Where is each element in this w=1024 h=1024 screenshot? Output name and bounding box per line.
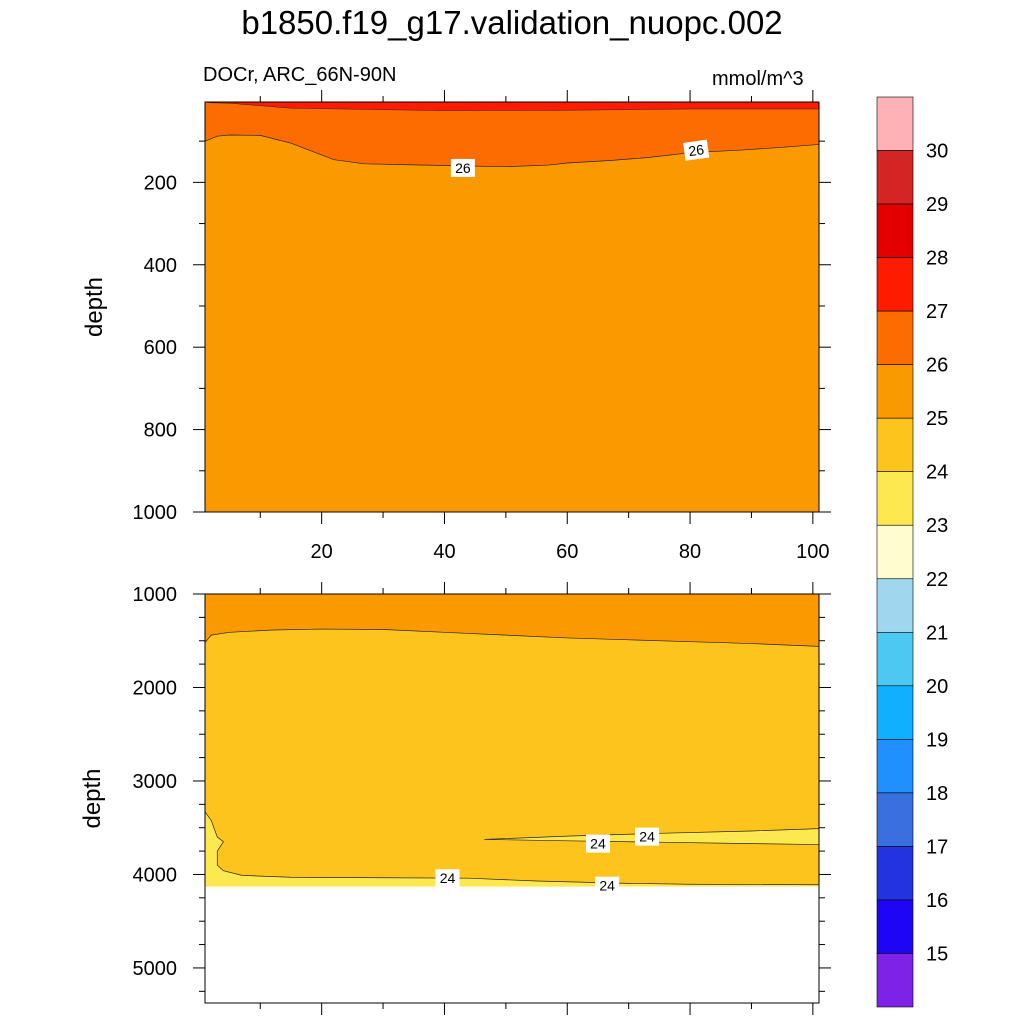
colorbar-label: 16 — [926, 890, 948, 912]
colorbar-label: 15 — [926, 943, 948, 965]
contour-label-text: 26 — [455, 160, 471, 176]
contour-label-box — [635, 827, 660, 846]
colorbar-label: 23 — [926, 515, 948, 537]
colorbar-swatch-c21 — [876, 578, 914, 633]
x-tick-label: 60 — [556, 541, 578, 563]
contour-label: 24 — [435, 869, 460, 888]
colorbar-swatch-c25 — [876, 364, 914, 419]
chart-title: b1850.f19_g17.validation_nuopc.002 — [241, 4, 783, 41]
contour-label-text: 24 — [639, 829, 655, 845]
y-tick-label: 200 — [144, 172, 177, 194]
colorbar-label: 18 — [926, 783, 948, 805]
contour-label-box — [595, 876, 620, 895]
colorbar-swatch-c18 — [876, 739, 914, 794]
region-25-26 — [205, 594, 819, 647]
region-25-26 — [205, 102, 819, 512]
contour-label-box — [585, 834, 610, 853]
colorbar-label: 20 — [926, 676, 948, 698]
colorbar-label: 30 — [926, 141, 948, 163]
variable-region-label: DOCr, ARC_66N-90N — [203, 64, 397, 86]
colorbar-label: 28 — [926, 248, 948, 270]
contour-label: 24 — [585, 834, 610, 853]
region-27-28 — [205, 102, 819, 111]
y-tick-label: 3000 — [133, 771, 178, 793]
colorbar-swatch-c15 — [876, 899, 914, 954]
colorbar-swatch-c28 — [876, 203, 914, 258]
x-tick-label: 80 — [679, 541, 701, 563]
colorbar-label: 25 — [926, 408, 948, 430]
contour-line-27 — [204, 101, 819, 111]
colorbar-swatch-c27 — [876, 257, 914, 312]
y-tick-label: 400 — [144, 255, 177, 277]
colorbar-label: 17 — [926, 836, 948, 858]
colorbar-swatch-c16 — [876, 846, 914, 901]
lower-plot-frame — [204, 593, 820, 1004]
contour-label-box — [683, 139, 710, 161]
colorbar-label: 22 — [926, 569, 948, 591]
colorbar-swatch-c20 — [876, 631, 914, 687]
y-tick-label: 2000 — [133, 677, 178, 699]
y-tick-label: 600 — [144, 337, 177, 359]
colorbar-swatch-c22 — [876, 524, 914, 580]
colorbar-swatch-c24 — [876, 417, 914, 473]
upper-y-axis-label: depth — [81, 277, 108, 337]
colorbar-label: 21 — [926, 622, 948, 644]
colorbar-label: 26 — [926, 355, 948, 377]
colorbar-label: 29 — [926, 194, 948, 216]
colorbar-swatch-c30 — [876, 96, 914, 151]
contour-label-text: 24 — [599, 878, 615, 894]
y-tick-label: 5000 — [133, 958, 178, 980]
units-label: mmol/m^3 — [712, 68, 804, 90]
colorbar-swatch-c29 — [876, 150, 914, 205]
lower-y-axis-label: depth — [79, 768, 106, 828]
colorbar-label: 19 — [926, 729, 948, 751]
colorbar-swatch-c23 — [876, 471, 914, 526]
contour-label-box — [450, 158, 475, 177]
contour-label: 26 — [683, 139, 710, 161]
region-26-27 — [205, 102, 819, 167]
colorbar-swatch-c17 — [876, 792, 914, 847]
y-tick-label: 800 — [144, 420, 177, 442]
no-data-region — [205, 886, 819, 1003]
x-tick-label: 100 — [796, 541, 829, 563]
y-tick-label: 4000 — [133, 864, 178, 886]
colorbar-label: 27 — [926, 301, 948, 323]
upper-plot-frame — [204, 101, 820, 513]
contour-label: 26 — [450, 158, 475, 177]
colorbar-swatch-c19 — [876, 685, 914, 740]
contour-label: 24 — [595, 876, 620, 895]
x-tick-label: 20 — [311, 541, 333, 563]
contour-label-text: 24 — [590, 836, 606, 852]
x-tick-label: 40 — [433, 541, 455, 563]
y-tick-label: 1000 — [133, 584, 178, 606]
contour-label-text: 24 — [440, 870, 456, 886]
colorbar-swatch-c26 — [876, 310, 914, 365]
contour-label: 24 — [635, 827, 660, 846]
region-23-24 — [205, 811, 819, 887]
contour-label-text: 26 — [687, 141, 705, 159]
contour-label-box — [435, 869, 460, 888]
colorbar-label: 24 — [926, 462, 948, 484]
contour-line-25 — [204, 628, 820, 647]
colorbar-swatch-c14 — [876, 953, 914, 1008]
y-tick-label: 1000 — [133, 502, 178, 524]
